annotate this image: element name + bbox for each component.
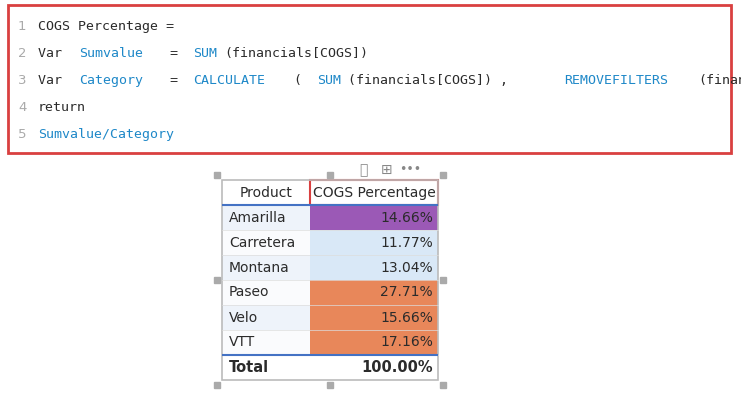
- Text: COGS Percentage: COGS Percentage: [313, 186, 436, 199]
- Text: Category: Category: [79, 74, 143, 87]
- Text: Total: Total: [229, 360, 269, 375]
- Text: (: (: [286, 74, 310, 87]
- Bar: [310, 280, 438, 305]
- Bar: [222, 180, 310, 205]
- Text: ⊞: ⊞: [381, 163, 393, 177]
- Bar: [8, 5, 731, 153]
- Text: return: return: [38, 101, 86, 114]
- Text: =: =: [162, 74, 186, 87]
- Text: 27.71%: 27.71%: [380, 286, 433, 299]
- Bar: [222, 255, 310, 280]
- Bar: [310, 230, 438, 255]
- Bar: [222, 180, 438, 380]
- Text: 1: 1: [18, 20, 27, 33]
- Bar: [222, 230, 310, 255]
- Text: SUM: SUM: [193, 47, 217, 60]
- Text: (financials[COGS]) ,: (financials[COGS]) ,: [348, 74, 516, 87]
- Text: REMOVEFILTERS: REMOVEFILTERS: [565, 74, 668, 87]
- Text: 5: 5: [18, 128, 27, 141]
- Text: 14.66%: 14.66%: [380, 210, 433, 225]
- Text: CALCULATE: CALCULATE: [193, 74, 265, 87]
- Bar: [222, 330, 310, 355]
- Text: 11.77%: 11.77%: [380, 236, 433, 249]
- Text: Velo: Velo: [229, 310, 259, 325]
- Text: (financials[COGS]): (financials[COGS]): [224, 47, 368, 60]
- Text: Var: Var: [38, 47, 70, 60]
- Text: 4: 4: [18, 101, 27, 114]
- Text: Var: Var: [38, 74, 70, 87]
- Bar: [310, 330, 438, 355]
- Bar: [310, 305, 438, 330]
- Text: Product: Product: [239, 186, 293, 199]
- Text: Carretera: Carretera: [229, 236, 295, 249]
- Text: =: =: [162, 47, 186, 60]
- Text: 3: 3: [18, 74, 27, 87]
- Bar: [222, 205, 310, 230]
- Text: Amarilla: Amarilla: [229, 210, 287, 225]
- Bar: [222, 355, 438, 380]
- Text: VTT: VTT: [229, 336, 255, 349]
- Bar: [310, 180, 438, 205]
- Text: 100.00%: 100.00%: [362, 360, 433, 375]
- Bar: [222, 180, 438, 380]
- Text: (financials[Product])): (financials[Product])): [699, 74, 741, 87]
- Text: SUM: SUM: [316, 74, 341, 87]
- Text: 15.66%: 15.66%: [380, 310, 433, 325]
- Text: ⛉: ⛉: [359, 163, 368, 177]
- Text: 13.04%: 13.04%: [380, 260, 433, 275]
- Text: 2: 2: [18, 47, 27, 60]
- Text: Montana: Montana: [229, 260, 290, 275]
- Text: •••: •••: [399, 163, 421, 176]
- Bar: [310, 255, 438, 280]
- Text: Sumvalue/Category: Sumvalue/Category: [38, 128, 174, 141]
- Bar: [222, 305, 310, 330]
- Bar: [222, 280, 310, 305]
- Text: 17.16%: 17.16%: [380, 336, 433, 349]
- Bar: [310, 205, 438, 230]
- Text: Sumvalue: Sumvalue: [79, 47, 143, 60]
- Text: COGS Percentage =: COGS Percentage =: [38, 20, 174, 33]
- Text: Paseo: Paseo: [229, 286, 270, 299]
